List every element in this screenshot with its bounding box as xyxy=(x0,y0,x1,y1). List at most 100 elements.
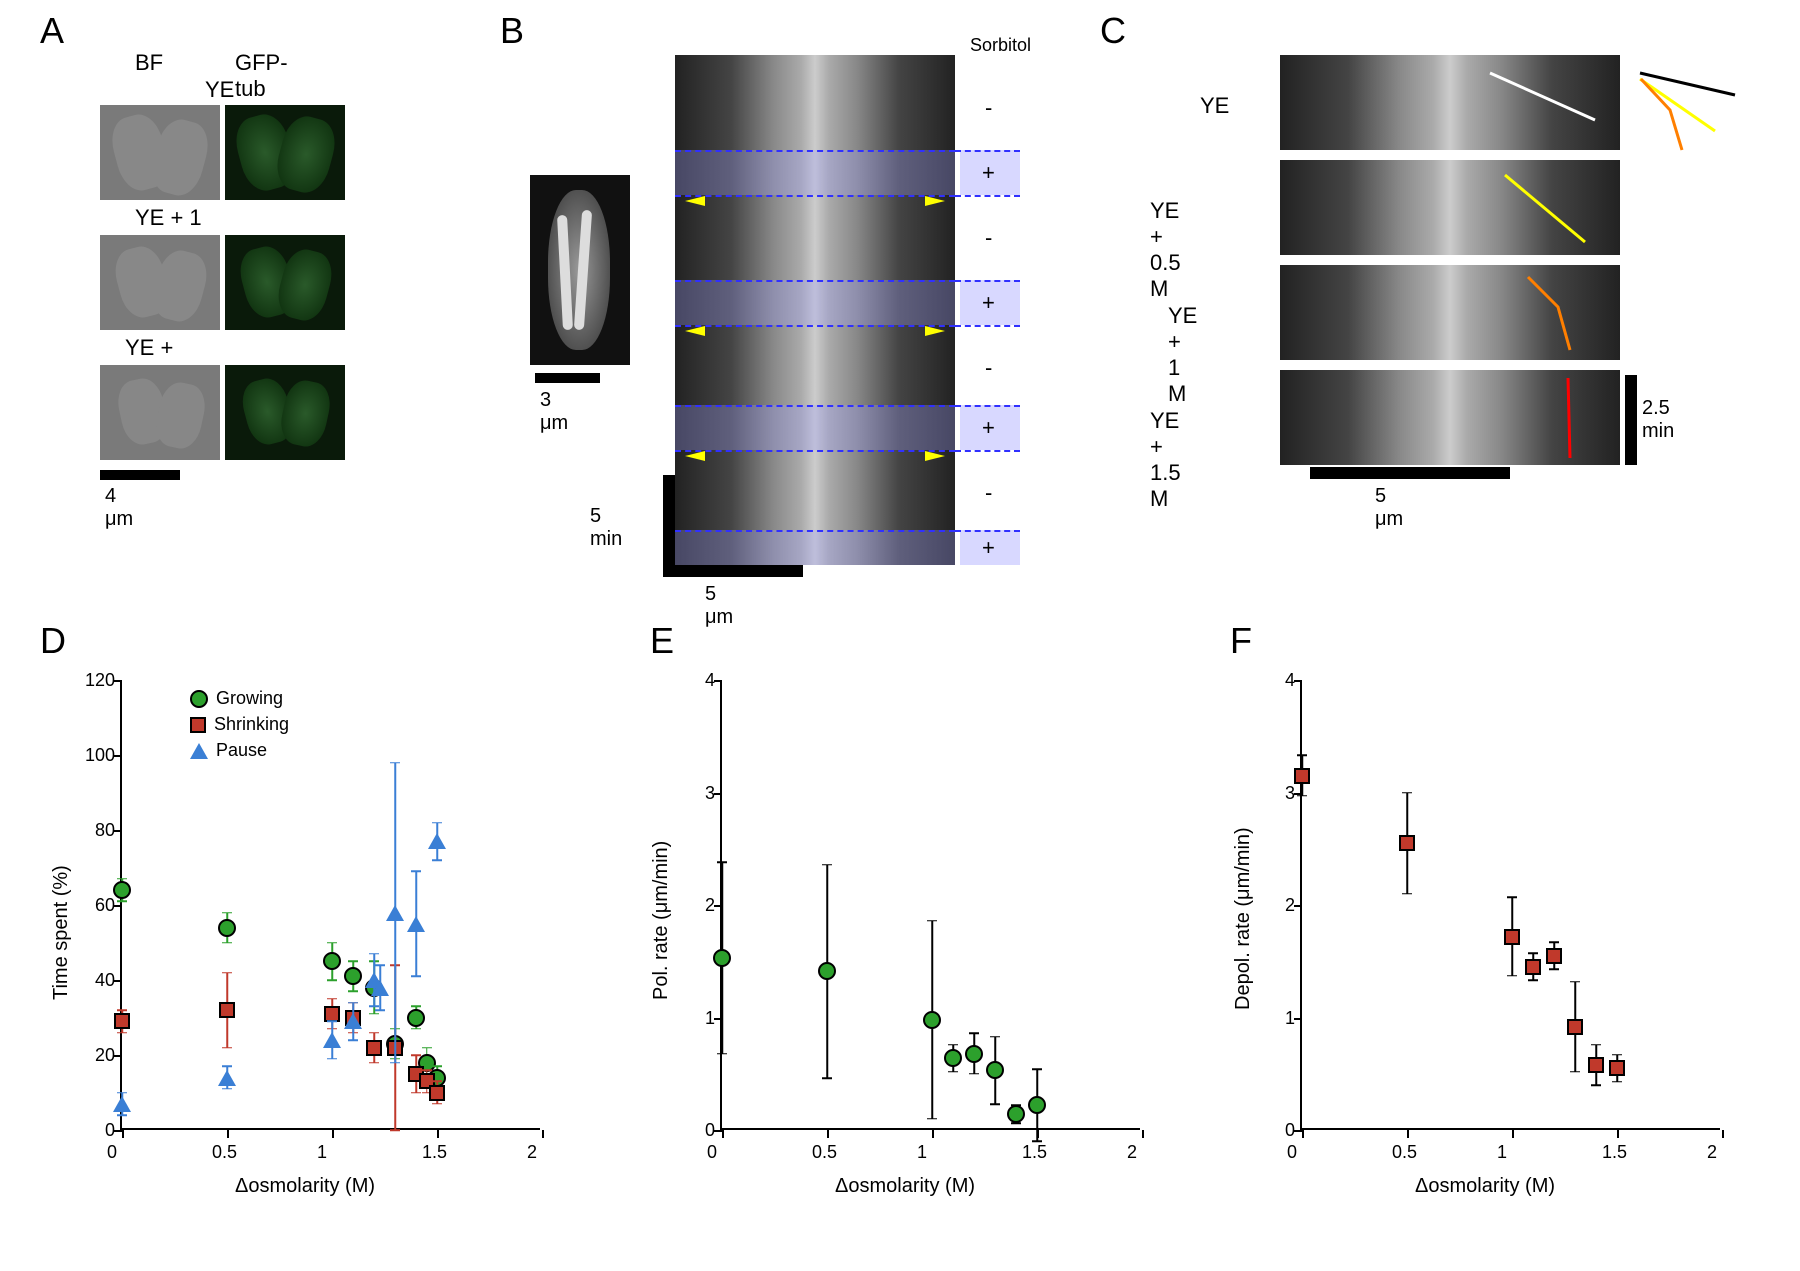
panelB-plus-3: + xyxy=(982,415,995,441)
x-tick-label: 0.5 xyxy=(1392,1142,1417,1163)
y-tick-label: 3 xyxy=(677,783,715,804)
y-tick-label: 20 xyxy=(77,1045,115,1066)
data-point xyxy=(1504,929,1520,945)
data-point xyxy=(1007,1105,1025,1123)
x-tick-label: 0 xyxy=(1287,1142,1297,1163)
panelD-legend-growing: Growing xyxy=(190,688,283,709)
data-point xyxy=(407,1009,425,1027)
panel-label-b: B xyxy=(500,10,524,52)
data-point xyxy=(1399,835,1415,851)
data-point xyxy=(428,833,446,849)
data-point xyxy=(1294,768,1310,784)
legend-label-pause: Pause xyxy=(216,740,267,761)
panelE-plot: 00.511.5201234 xyxy=(720,680,1140,1130)
data-point xyxy=(324,1006,340,1022)
data-point xyxy=(407,916,425,932)
panelB-plus-1: + xyxy=(982,160,995,186)
panelA-bf-ye xyxy=(100,105,220,200)
panelF-plot: 00.511.5201234 xyxy=(1300,680,1720,1130)
data-point xyxy=(429,1085,445,1101)
panelA-gfp-1.5m xyxy=(225,365,345,460)
data-point xyxy=(323,1032,341,1048)
y-tick-label: 2 xyxy=(1257,895,1295,916)
panelA-scalebar xyxy=(100,470,180,480)
x-tick-label: 0.5 xyxy=(212,1142,237,1163)
data-point xyxy=(344,967,362,985)
panelB-cell-image xyxy=(530,175,630,365)
panelC-kymo-1m xyxy=(1280,265,1620,360)
data-point xyxy=(713,949,731,967)
panel-label-c: C xyxy=(1100,10,1126,52)
data-point xyxy=(944,1049,962,1067)
x-tick-label: 1 xyxy=(317,1142,327,1163)
panelD-legend-shrinking: Shrinking xyxy=(190,714,289,735)
panelA-bf-1m xyxy=(100,235,220,330)
panelA-col-bf: BF xyxy=(135,50,163,76)
data-point xyxy=(923,1011,941,1029)
data-point xyxy=(218,1070,236,1086)
x-tick-label: 2 xyxy=(527,1142,537,1163)
panelA-bf-1.5m xyxy=(100,365,220,460)
x-tick-label: 1 xyxy=(917,1142,927,1163)
square-icon xyxy=(190,717,206,733)
data-point xyxy=(818,962,836,980)
panelC-line-legend xyxy=(1635,65,1755,155)
data-point xyxy=(344,1013,362,1029)
panelA-col-gfp: GFP-tub xyxy=(235,50,288,102)
data-point xyxy=(113,1096,131,1112)
panelC-label-1m: YE + 1 M xyxy=(1168,303,1197,407)
panelC-label-05m: YE + 0.5 M xyxy=(1150,198,1181,302)
panelD-ylabel: Time spent (%) xyxy=(50,865,73,1000)
data-point xyxy=(986,1061,1004,1079)
x-tick-label: 0 xyxy=(107,1142,117,1163)
panelD-plot: 00.511.52020406080100120 xyxy=(120,680,540,1130)
panelC-label-ye: YE xyxy=(1200,93,1229,119)
panelB-plus-2: + xyxy=(982,290,995,316)
panelB-minus-4: - xyxy=(985,480,992,506)
data-point xyxy=(1546,948,1562,964)
data-point xyxy=(113,881,131,899)
panel-label-d: D xyxy=(40,620,66,662)
panelC-kymo-ye xyxy=(1280,55,1620,150)
panelC-label-15m: YE + 1.5 M xyxy=(1150,408,1181,512)
panel-label-f: F xyxy=(1230,620,1252,662)
y-tick-label: 120 xyxy=(77,670,115,691)
panelC-kymo-15m xyxy=(1280,370,1620,465)
data-point xyxy=(1567,1019,1583,1035)
panelA-row-ye: YE xyxy=(205,77,234,103)
x-tick-label: 1 xyxy=(1497,1142,1507,1163)
triangle-icon xyxy=(190,743,208,759)
x-tick-label: 1.5 xyxy=(1022,1142,1047,1163)
y-tick-label: 1 xyxy=(1257,1008,1295,1029)
y-tick-label: 2 xyxy=(677,895,715,916)
panelA-gfp-1m xyxy=(225,235,345,330)
x-tick-label: 1.5 xyxy=(1602,1142,1627,1163)
panelC-scale-v-text: 2.5 min xyxy=(1642,397,1674,443)
data-point xyxy=(1588,1057,1604,1073)
data-point xyxy=(1028,1096,1046,1114)
x-tick-label: 0.5 xyxy=(812,1142,837,1163)
panelB-sorbitol-header: Sorbitol xyxy=(970,35,1031,56)
legend-label-growing: Growing xyxy=(216,688,283,709)
panelB-scale-h xyxy=(663,565,803,577)
circle-icon xyxy=(190,690,208,708)
y-tick-label: 80 xyxy=(77,820,115,841)
y-tick-label: 0 xyxy=(77,1120,115,1141)
panelB-scalebar-left xyxy=(535,373,600,383)
panelC-scale-h-text: 5 μm xyxy=(1375,485,1403,531)
panelB-plus-4: + xyxy=(982,535,995,561)
data-point xyxy=(218,919,236,937)
y-tick-label: 1 xyxy=(677,1008,715,1029)
y-tick-label: 4 xyxy=(677,670,715,691)
panelB-minus-1: - xyxy=(985,95,992,121)
panelB-kymograph xyxy=(675,55,955,565)
panelC-scale-v xyxy=(1625,375,1637,465)
legend-label-shrinking: Shrinking xyxy=(214,714,289,735)
panelA-gfp-ye xyxy=(225,105,345,200)
data-point xyxy=(323,952,341,970)
panelF-ylabel: Depol. rate (μm/min) xyxy=(1232,827,1255,1010)
panelD-legend-pause: Pause xyxy=(190,740,267,761)
panelB-minus-2: - xyxy=(985,225,992,251)
panel-label-e: E xyxy=(650,620,674,662)
data-point xyxy=(1525,959,1541,975)
